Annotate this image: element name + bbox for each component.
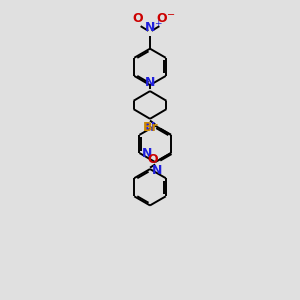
Text: N: N: [145, 76, 155, 89]
Text: −: −: [167, 10, 175, 20]
Text: N: N: [145, 121, 155, 134]
Text: O: O: [157, 12, 167, 25]
Text: O: O: [147, 153, 158, 166]
Text: N: N: [145, 21, 155, 34]
Text: N: N: [152, 164, 162, 177]
Text: Br: Br: [143, 122, 159, 134]
Text: +: +: [154, 20, 161, 28]
Text: N: N: [142, 146, 152, 160]
Text: O: O: [133, 12, 143, 25]
